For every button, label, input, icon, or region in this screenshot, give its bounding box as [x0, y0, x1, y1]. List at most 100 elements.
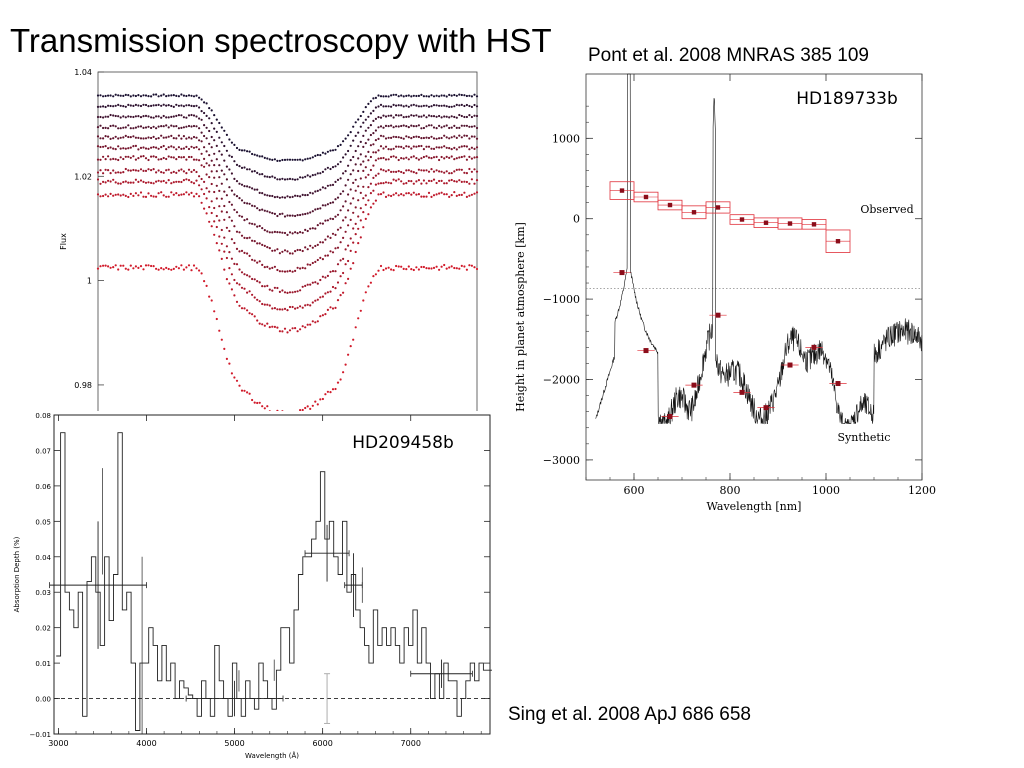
light-curve-point — [410, 170, 413, 173]
light-curve-point — [233, 208, 236, 211]
light-curve-point — [336, 263, 340, 266]
light-curve-point — [306, 174, 309, 177]
light-curve-point — [175, 125, 178, 128]
light-curve-point — [334, 387, 337, 391]
light-curve-point — [387, 266, 390, 269]
light-curve-point — [473, 168, 476, 171]
light-curve-point — [460, 114, 463, 118]
light-curve-point — [463, 145, 466, 148]
light-curve-point — [210, 146, 213, 149]
light-curve-point — [339, 241, 342, 244]
synthetic-point — [787, 362, 793, 368]
light-curve-point — [422, 95, 425, 98]
light-curve-point — [475, 179, 479, 182]
light-curve-point — [96, 105, 100, 108]
light-curve-point — [314, 281, 317, 284]
light-curve-point — [304, 326, 307, 329]
light-curve-point — [170, 94, 173, 97]
light-curve-point — [144, 264, 148, 267]
light-curve-point — [410, 268, 413, 271]
light-curve-point — [144, 137, 148, 140]
light-curve-point — [435, 137, 438, 140]
light-curve-point — [258, 173, 261, 176]
light-curve-point — [225, 357, 228, 360]
light-curve-point — [281, 177, 284, 180]
light-curve-point — [177, 134, 180, 137]
light-curve-point — [160, 191, 163, 194]
light-curve-point — [167, 146, 170, 149]
light-curve-point — [407, 145, 410, 148]
light-curve-point — [319, 315, 322, 318]
light-curve-point — [278, 213, 281, 216]
light-curve-point — [132, 168, 135, 172]
light-curve-point — [354, 189, 357, 192]
light-curve-point — [240, 183, 244, 186]
light-curve-point — [435, 115, 438, 118]
light-curve-point — [251, 293, 254, 296]
light-curve-point — [238, 165, 241, 168]
light-curve-point — [314, 299, 317, 302]
light-curve-point — [387, 181, 390, 184]
light-curve-point — [210, 170, 213, 173]
light-curve-point — [450, 172, 453, 175]
light-curve-point — [359, 191, 362, 194]
light-curve-point — [374, 151, 377, 154]
light-curve-point — [443, 157, 446, 160]
light-curve-point — [251, 277, 254, 281]
light-curve-point — [291, 232, 294, 235]
light-curve-point — [150, 95, 153, 98]
light-curve-point — [132, 115, 135, 119]
light-curve-point — [347, 244, 350, 247]
light-curve-point — [417, 158, 420, 161]
light-curve-point — [301, 193, 304, 196]
light-curve-point — [438, 158, 441, 162]
light-curve-point — [162, 156, 165, 160]
light-curve-point — [443, 193, 446, 196]
light-curve-point — [150, 136, 153, 140]
light-curve-point — [455, 126, 458, 129]
light-curve-point — [263, 156, 266, 159]
light-curve-point — [402, 124, 405, 127]
light-curve-point — [281, 212, 284, 215]
light-curve-point — [102, 264, 105, 267]
light-curve-point — [263, 193, 266, 196]
light-curve-point — [294, 269, 297, 272]
light-curve-point — [258, 300, 261, 303]
light-curve-point — [165, 169, 168, 172]
light-curve-point — [470, 125, 473, 128]
light-curve-point — [319, 222, 322, 225]
light-curve-point — [321, 258, 324, 261]
light-curve-point — [104, 158, 107, 161]
light-curve-point — [107, 104, 110, 107]
light-curve-point — [455, 136, 458, 139]
plot-frame — [97, 71, 478, 411]
light-curve-point — [203, 157, 206, 160]
light-curve-point — [172, 193, 175, 196]
light-curve-point — [281, 410, 284, 411]
light-curve-point — [347, 277, 350, 280]
light-curve-point — [190, 125, 193, 128]
light-curve-point — [309, 211, 312, 214]
y-tick-label: −1000 — [543, 293, 580, 306]
light-curve-point — [170, 124, 173, 127]
light-curve-point — [157, 103, 160, 106]
light-curve-point — [357, 227, 360, 230]
light-curve-series — [96, 178, 479, 312]
light-curve-point — [427, 95, 431, 98]
light-curve-point — [359, 219, 362, 222]
light-curve-point — [427, 179, 431, 182]
light-curve-point — [453, 266, 456, 270]
light-curve-point — [157, 137, 160, 140]
light-curve-point — [198, 139, 201, 142]
light-curve-point — [96, 135, 100, 138]
light-curve-point — [155, 171, 158, 174]
light-curve-point — [261, 323, 264, 326]
light-curve-point — [309, 175, 312, 178]
light-curve-point — [208, 129, 211, 133]
light-curve-point — [387, 169, 390, 172]
light-curve-point — [240, 249, 244, 252]
light-curve-point — [124, 267, 127, 270]
light-curve-point — [349, 159, 352, 162]
light-curve-point — [258, 260, 261, 263]
